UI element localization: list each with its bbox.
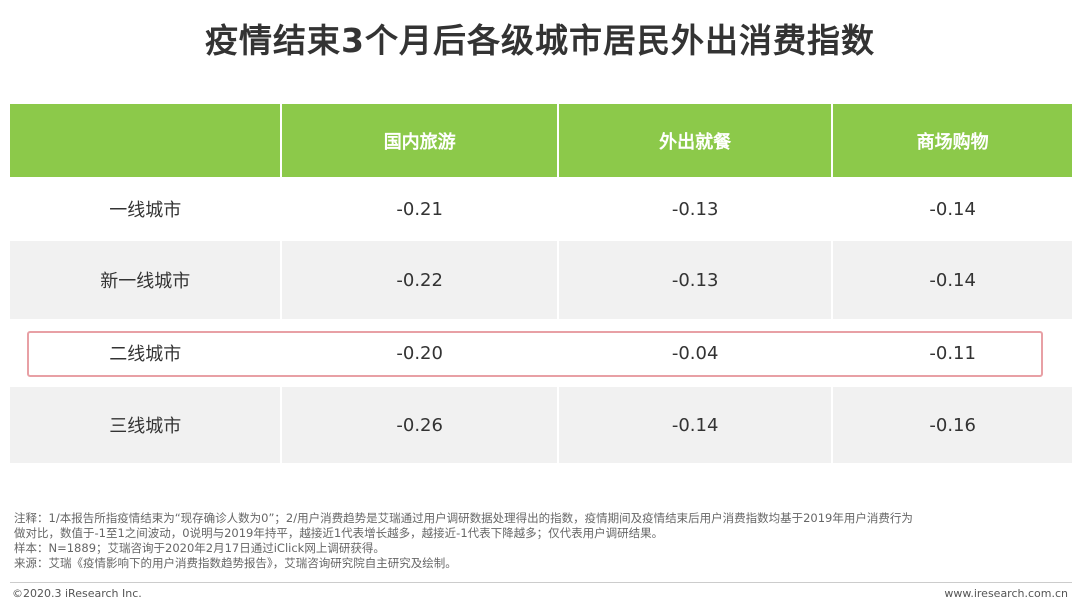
footer-divider [10, 582, 1072, 583]
source-note: 来源：艾瑞《疫情影响下的用户消费指数趋势报告》，艾瑞咨询研究院自主研究及绘制。 [14, 556, 457, 570]
note-line: 做对比，数值于-1至1之间波动，0说明与2019年持平，越接近1代表增长越多，越… [14, 526, 664, 540]
row-label: 三线城市 [10, 387, 281, 463]
table-row-highlighted: 二线城市 -0.20 -0.04 -0.11 [10, 319, 1072, 387]
row-label: 一线城市 [10, 177, 281, 241]
header-cell-mall-shopping: 商场购物 [833, 104, 1072, 177]
table-cell: -0.14 [833, 177, 1072, 241]
table-cell: -0.14 [833, 241, 1072, 319]
table-row: 一线城市 -0.21 -0.13 -0.14 [10, 177, 1072, 241]
table-cell: -0.16 [833, 387, 1072, 463]
page-title: 疫情结束3个月后各级城市居民外出消费指数 [205, 21, 875, 60]
table-cell: -0.11 [833, 319, 1072, 387]
table-row: 三线城市 -0.26 -0.14 -0.16 [10, 387, 1072, 463]
note-line: 注释：1/本报告所指疫情结束为“现存确诊人数为0”；2/用户消费趋势是艾瑞通过用… [14, 511, 913, 525]
table-cell: -0.22 [282, 241, 557, 319]
table-header-row: 国内旅游 外出就餐 商场购物 [10, 104, 1072, 177]
table-cell: -0.13 [558, 241, 832, 319]
header-cell-dining-out: 外出就餐 [558, 104, 832, 177]
table-row: 新一线城市 -0.22 -0.13 -0.14 [10, 241, 1072, 319]
table-cell: -0.13 [558, 177, 832, 241]
table-cell: -0.20 [282, 319, 557, 387]
sample-note: 样本：N=1889；艾瑞咨询于2020年2月17日通过iClick网上调研获得。 [14, 541, 385, 555]
table-cell: -0.21 [282, 177, 557, 241]
header-cell-empty [10, 104, 281, 177]
table-cell: -0.26 [282, 387, 557, 463]
header-cell-domestic-travel: 国内旅游 [282, 104, 557, 177]
table-cell: -0.04 [558, 319, 832, 387]
consumption-index-table: 国内旅游 外出就餐 商场购物 一线城市 -0.21 -0.13 -0.14 新一… [10, 104, 1072, 463]
copyright-text: ©2020.3 iResearch Inc. [12, 587, 142, 600]
row-label: 新一线城市 [10, 241, 281, 319]
notes-section: 注释：1/本报告所指疫情结束为“现存确诊人数为0”；2/用户消费趋势是艾瑞通过用… [14, 511, 1074, 571]
row-label: 二线城市 [10, 319, 281, 387]
table-cell: -0.14 [558, 387, 832, 463]
website-link[interactable]: www.iresearch.com.cn [944, 587, 1068, 600]
